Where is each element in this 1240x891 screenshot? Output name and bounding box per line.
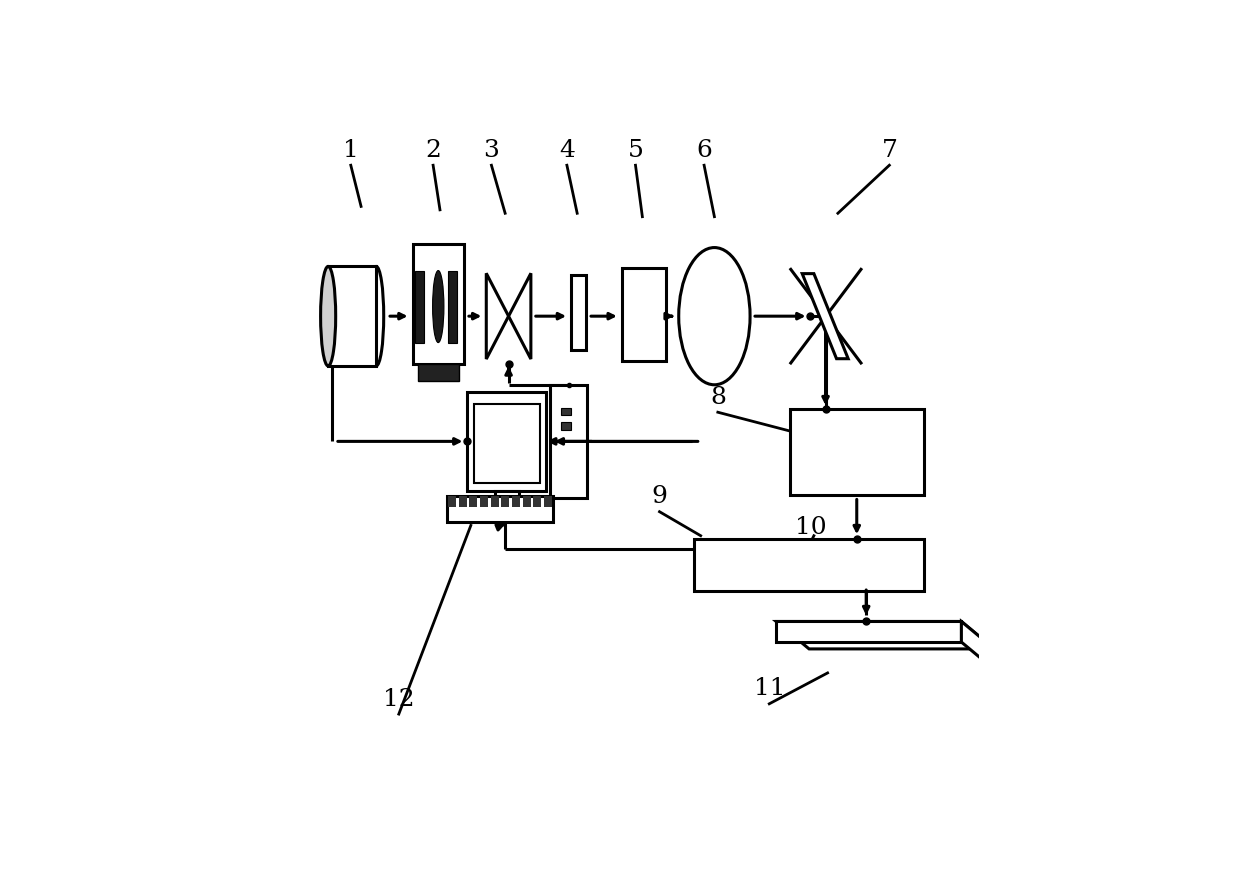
Bar	[549, 385, 588, 498]
Bar	[467, 392, 547, 491]
Ellipse shape	[433, 271, 444, 342]
Bar	[474, 404, 539, 483]
Bar	[560, 422, 570, 430]
Text: 1: 1	[343, 139, 358, 162]
Text: 12: 12	[383, 688, 414, 711]
Bar	[533, 496, 541, 507]
Bar	[413, 244, 464, 364]
Bar	[418, 364, 459, 381]
Bar	[459, 496, 466, 507]
Bar	[501, 496, 510, 507]
Ellipse shape	[678, 248, 750, 385]
Text: 2: 2	[425, 139, 441, 162]
Bar	[790, 409, 924, 495]
Bar	[448, 496, 456, 507]
Text: 4: 4	[559, 139, 575, 162]
Polygon shape	[802, 274, 848, 359]
Polygon shape	[776, 622, 994, 649]
Bar	[415, 271, 424, 342]
Polygon shape	[776, 622, 961, 642]
Text: 9: 9	[651, 486, 667, 508]
Ellipse shape	[368, 266, 383, 366]
Bar	[470, 496, 477, 507]
Ellipse shape	[321, 266, 336, 366]
Bar	[621, 268, 666, 361]
Text: 11: 11	[754, 677, 785, 700]
Polygon shape	[508, 274, 531, 359]
Bar	[570, 275, 587, 350]
Bar	[544, 496, 552, 507]
Bar	[329, 266, 376, 366]
Bar	[495, 491, 518, 508]
Polygon shape	[961, 622, 994, 669]
Polygon shape	[486, 274, 508, 359]
Text: 8: 8	[709, 386, 725, 409]
Bar	[522, 496, 531, 507]
Text: 6: 6	[696, 139, 712, 162]
Text: 5: 5	[627, 139, 644, 162]
Bar	[560, 408, 570, 415]
Text: 10: 10	[795, 516, 826, 539]
Text: 3: 3	[484, 139, 500, 162]
Bar	[491, 496, 498, 507]
Bar	[448, 271, 456, 342]
Bar	[480, 496, 489, 507]
Bar	[512, 496, 520, 507]
Bar	[446, 496, 553, 522]
Text: 7: 7	[882, 139, 898, 162]
Bar	[694, 539, 924, 591]
